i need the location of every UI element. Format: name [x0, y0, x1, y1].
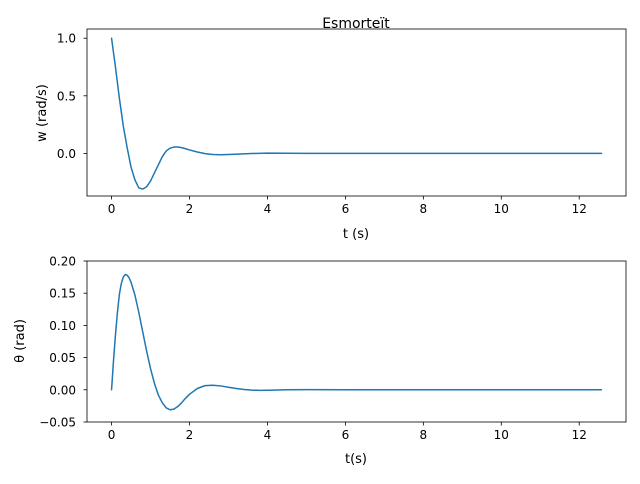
series-group [110, 37, 603, 190]
x-tick-label: 8 [420, 202, 428, 216]
y-tick-label: 0.15 [49, 287, 76, 301]
x-axis-ticks: 0 2 4 6 8 10 12 [108, 196, 587, 216]
x-tick-label: 2 [186, 202, 194, 216]
y-tick-label: 0.05 [49, 351, 76, 365]
series-group [110, 273, 603, 411]
y-tick-label: −0.05 [39, 416, 76, 430]
y-axis-ticks: 0.0 0.5 1.0 [57, 32, 87, 161]
x-tick-label: 4 [264, 428, 272, 442]
y-tick-label: 0.20 [49, 255, 76, 269]
x-axis-label: t (s) [343, 227, 369, 242]
y-axis-label: θ (rad) [13, 319, 28, 363]
y-tick-label: 0.10 [49, 319, 76, 333]
x-tick-label: 12 [572, 202, 587, 216]
series-line-0 [110, 273, 603, 411]
y-tick-label: 0.00 [49, 383, 76, 397]
axes-frame [86, 28, 627, 197]
x-tick-label: 12 [572, 428, 587, 442]
y-tick-label: 0.0 [57, 147, 76, 161]
x-tick-label: 6 [342, 428, 350, 442]
x-tick-label: 0 [108, 202, 116, 216]
x-tick-label: 8 [420, 428, 428, 442]
chart-title: Esmorteït [322, 16, 390, 32]
axes-frame [86, 260, 627, 423]
y-axis-label: w (rad/s) [35, 84, 50, 142]
x-tick-label: 10 [494, 428, 509, 442]
x-tick-label: 6 [342, 202, 350, 216]
subplot-angle: 0 2 4 6 8 10 12 −0.05 0.00 0.05 0.10 0.15 0.20 t(s)… [13, 255, 627, 467]
x-tick-label: 0 [108, 428, 116, 442]
y-tick-label: 1.0 [57, 32, 76, 46]
x-axis-ticks: 0 2 4 6 8 10 12 [108, 422, 587, 442]
series-line-0 [110, 37, 603, 190]
y-axis-ticks: −0.05 0.00 0.05 0.10 0.15 0.20 [39, 255, 87, 430]
x-tick-label: 10 [494, 202, 509, 216]
y-tick-label: 0.5 [57, 89, 76, 103]
subplot-angular-velocity: Esmorteït 0 2 4 6 8 10 12 0.0 0.5 1.0 t (s) w (r… [35, 16, 627, 242]
x-tick-label: 4 [264, 202, 272, 216]
x-axis-label: t(s) [345, 452, 367, 467]
x-tick-label: 2 [186, 428, 194, 442]
